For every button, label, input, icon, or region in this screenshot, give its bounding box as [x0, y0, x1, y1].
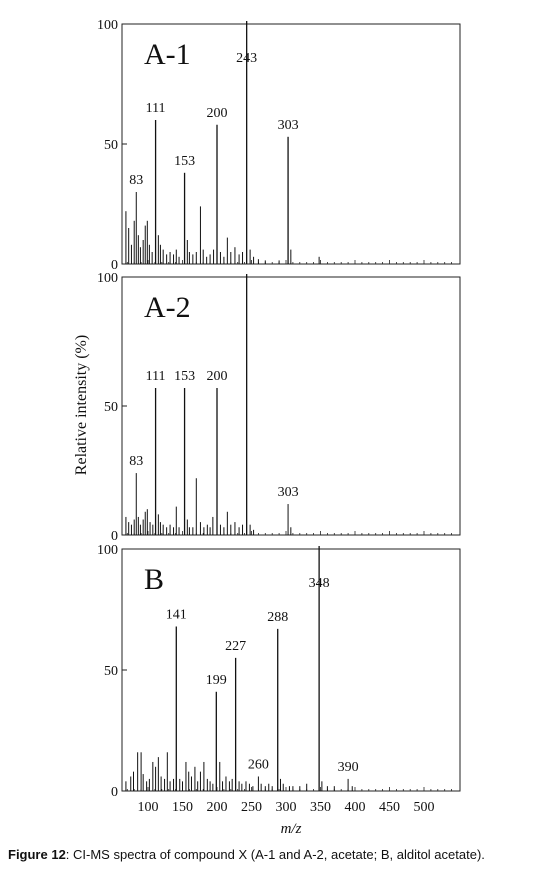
peak-label: 200 — [207, 106, 228, 121]
peak-label: 288 — [267, 610, 288, 625]
figure-caption: Figure 12: CI-MS spectra of compound X (… — [8, 846, 540, 863]
x-tick-label: 450 — [379, 800, 400, 815]
y-tick-label: 0 — [111, 529, 118, 544]
x-tick-label: 350 — [310, 800, 331, 815]
peak-label: 303 — [278, 118, 299, 133]
y-tick-label: 0 — [111, 258, 118, 273]
x-tick-label: 200 — [207, 800, 228, 815]
x-tick-label: 500 — [414, 800, 435, 815]
peak-label: 111 — [146, 369, 166, 384]
y-tick-label: 0 — [111, 785, 118, 800]
peak-label: 348 — [309, 576, 330, 591]
peak-label: 303 — [278, 485, 299, 500]
peak-label: 83 — [129, 173, 143, 188]
y-tick-label: 50 — [104, 664, 118, 679]
peak-label: 199 — [206, 673, 227, 688]
y-tick-label: 100 — [97, 18, 118, 33]
x-tick-label: 150 — [172, 800, 193, 815]
peak-label: 200 — [207, 369, 228, 384]
peak-label: 243 — [236, 51, 257, 66]
peak-label: 227 — [225, 639, 246, 654]
peak-label: 390 — [338, 760, 359, 775]
peak-label: 141 — [166, 607, 187, 622]
x-tick-label: 100 — [138, 800, 159, 815]
x-tick-label: 300 — [276, 800, 297, 815]
caption-label: Figure 12 — [8, 847, 66, 862]
panel-title: A-1 — [144, 38, 191, 71]
peak-label: 111 — [146, 101, 166, 116]
x-tick-label: 400 — [345, 800, 366, 815]
peak-label: 153 — [174, 369, 195, 384]
caption-text: : CI-MS spectra of compound X (A-1 and A… — [65, 847, 485, 862]
y-tick-label: 100 — [97, 543, 118, 558]
peak-label: 83 — [129, 454, 143, 469]
y-axis-label: Relative intensity (%) — [73, 335, 90, 475]
x-tick-label: 250 — [241, 800, 262, 815]
peak-label: 260 — [248, 757, 269, 772]
panel-frame — [121, 548, 461, 792]
y-tick-label: 50 — [104, 138, 118, 153]
y-tick-label: 50 — [104, 400, 118, 415]
y-tick-label: 100 — [97, 271, 118, 286]
panel-title: A-2 — [144, 291, 191, 324]
panel-title: B — [144, 563, 164, 596]
x-axis-label: m/z — [281, 821, 302, 837]
peak-label: 153 — [174, 154, 195, 169]
